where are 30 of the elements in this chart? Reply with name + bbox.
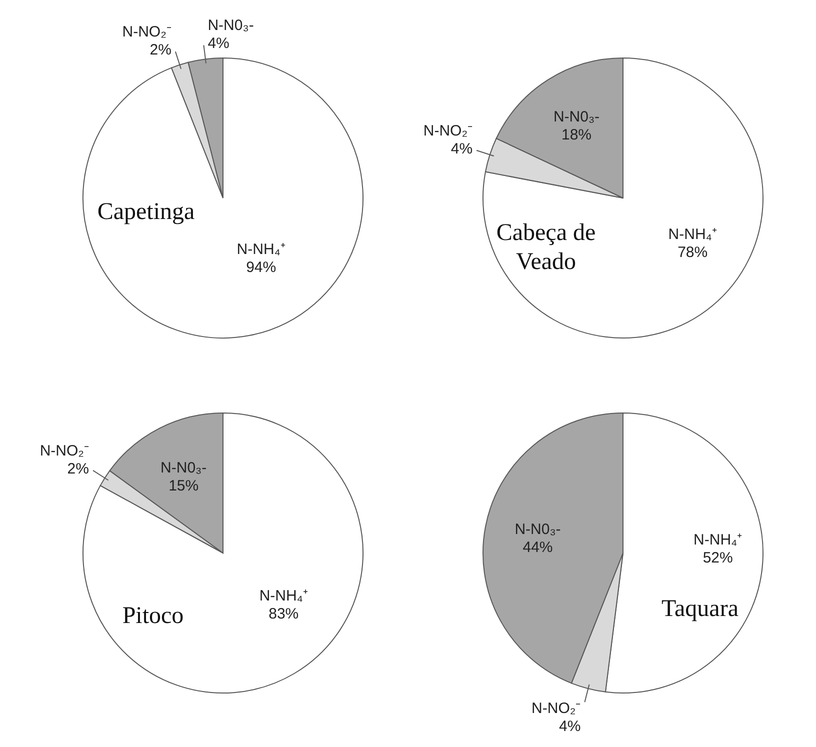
- slice-label: N-N0₃-: [553, 108, 600, 126]
- data-label: 94%: [246, 258, 276, 276]
- slice-label: N-N0₃-: [208, 17, 254, 34]
- data-label: 78%: [678, 244, 708, 261]
- text: Cabeça de Veado: [496, 220, 596, 275]
- data-label: 18%: [561, 126, 592, 144]
- slice-label: N-N0₃-: [514, 520, 561, 538]
- pie-slice: [82, 58, 364, 338]
- text: Taquara: [662, 596, 739, 622]
- data-label: 4%: [208, 35, 230, 52]
- data-label: 4%: [559, 718, 581, 736]
- slice-label: N-NH₄⁺: [694, 531, 742, 548]
- data-label: 15%: [168, 478, 199, 495]
- slice-label: N-NO₂⁻: [423, 122, 473, 140]
- slice-label: N-NO₂⁻: [40, 442, 89, 460]
- data-label: 4%: [450, 140, 473, 158]
- slice-label: N-NH₄⁺: [236, 240, 286, 258]
- data-label: 2%: [67, 460, 89, 478]
- slice-label: N-NO₂⁻: [532, 700, 581, 718]
- data-label: 83%: [268, 605, 299, 622]
- slice-label: N-NH₄⁺: [259, 587, 308, 604]
- slice-label: N-N0₃-: [160, 460, 207, 477]
- data-label: 52%: [702, 549, 733, 566]
- text: Pitoco: [122, 603, 184, 629]
- data-label: 44%: [522, 538, 553, 556]
- slice-label: N-NH₄⁺: [668, 226, 717, 243]
- slice-label: N-NO₂⁻: [122, 24, 172, 41]
- text: Capetinga: [97, 199, 195, 225]
- data-label: 2%: [150, 42, 172, 59]
- pie-slice: [482, 58, 764, 338]
